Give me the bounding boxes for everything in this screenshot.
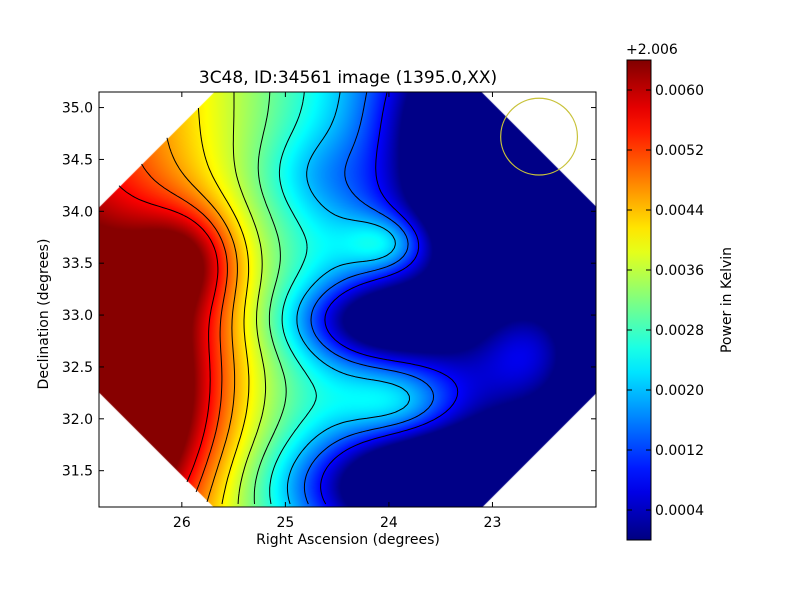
y-axis-label: Declination (degrees) <box>36 239 52 390</box>
x-tick-label: 26 <box>173 515 191 531</box>
contour-level-6 <box>197 107 250 505</box>
contour-level-5 <box>232 92 267 505</box>
colorbar-tick-label: 0.0012 <box>655 443 704 459</box>
contour-level-4 <box>253 91 287 505</box>
y-tick-label: 33.5 <box>62 256 93 272</box>
x-axis-label: Right Ascension (degrees) <box>256 532 440 548</box>
y-tick-label: 35.0 <box>62 101 93 117</box>
y-tick-label: 31.5 <box>62 464 93 480</box>
y-tick-label: 34.5 <box>62 152 93 168</box>
contour-level-8 <box>141 163 228 493</box>
colorbar-tick-label: 0.0004 <box>655 503 704 519</box>
chart-title: 3C48, ID:34561 image (1395.0,XX) <box>199 68 497 88</box>
colorbar-tick-label: 0.0036 <box>655 263 704 279</box>
colorbar-tick-label: 0.0028 <box>655 323 704 339</box>
colorbar <box>626 59 652 541</box>
y-tick-label: 34.0 <box>62 204 93 220</box>
x-tick-label: 24 <box>380 515 398 531</box>
y-tick-label: 32.5 <box>62 360 93 376</box>
x-tick-label: 23 <box>484 515 502 531</box>
contour-level-9 <box>118 185 219 483</box>
contour-lines <box>118 91 459 505</box>
colorbar-tick-label: 0.0044 <box>655 203 704 219</box>
beam-circle <box>500 97 579 176</box>
colorbar-label: Power in Kelvin <box>719 247 735 353</box>
y-tick-label: 33.0 <box>62 308 93 324</box>
colorbar-tick-label: 0.0060 <box>655 83 704 99</box>
colorbar-offset-label: +2.006 <box>626 42 678 58</box>
contour-level-1 <box>303 91 435 505</box>
x-tick-label: 25 <box>276 515 294 531</box>
contour-level-7 <box>166 137 238 503</box>
contour-level-3 <box>269 91 317 505</box>
y-tick-label: 32.0 <box>62 412 93 428</box>
contour-level-0 <box>320 91 459 505</box>
plot-frame <box>98 91 597 508</box>
colorbar-tick-label: 0.0020 <box>655 383 704 399</box>
contour-level-2 <box>286 91 410 505</box>
y-axis: 31.5 32.0 32.5 33.0 33.5 34.0 34.5 35.0 <box>62 101 596 480</box>
x-axis: 26 25 24 23 <box>173 92 501 531</box>
colorbar-tick-label: 0.0052 <box>655 143 704 159</box>
colorbar-ticks: 0.0004 0.0012 0.0020 0.0028 0.0036 0.0044 0.00… <box>627 83 704 519</box>
